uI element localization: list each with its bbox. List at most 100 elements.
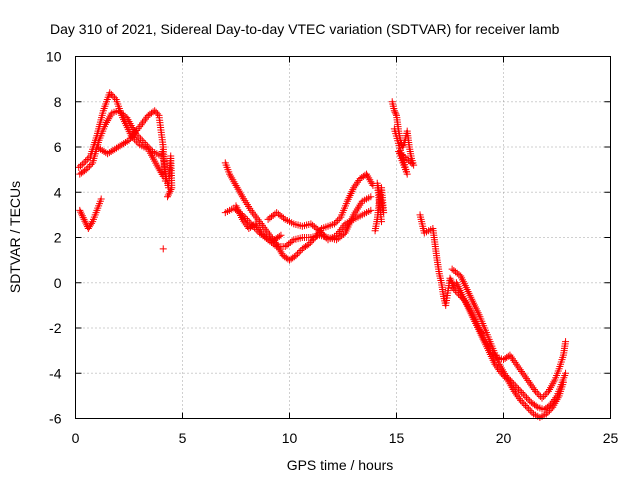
data-point-marker xyxy=(547,405,555,413)
data-point-marker xyxy=(521,373,529,381)
data-point-marker xyxy=(448,283,456,291)
data-point-marker xyxy=(521,392,529,400)
data-point-marker xyxy=(519,390,527,398)
data-point-marker xyxy=(511,358,519,366)
data-point-marker xyxy=(510,387,518,395)
data-point-marker xyxy=(538,394,546,402)
data-point-marker xyxy=(508,355,516,363)
data-point-marker xyxy=(532,387,540,395)
data-point-marker xyxy=(511,389,519,397)
data-point-marker xyxy=(77,208,85,216)
data-point-marker xyxy=(502,374,510,382)
data-point-marker xyxy=(250,221,258,229)
data-point-marker xyxy=(499,371,507,379)
data-point-marker xyxy=(492,362,500,370)
data-point-marker xyxy=(275,232,283,240)
data-point-marker xyxy=(87,161,95,169)
data-point-marker xyxy=(496,367,504,375)
data-point-marker xyxy=(507,353,515,361)
data-point-marker xyxy=(80,215,88,223)
data-point-marker xyxy=(523,375,531,383)
data-point-marker xyxy=(140,138,148,146)
data-point-marker xyxy=(121,138,129,146)
data-point-marker xyxy=(406,158,414,166)
data-point-marker xyxy=(524,395,532,403)
data-point-marker xyxy=(355,176,363,184)
data-point-marker xyxy=(138,137,146,145)
x-tick-label: 20 xyxy=(496,430,512,446)
tick-labels: 0 5 10 15 20 25 -6 -4 -2 0 2 4 6 8 10 xyxy=(46,49,619,447)
data-point-marker xyxy=(123,137,131,145)
data-point-marker xyxy=(96,145,104,153)
data-point-marker xyxy=(98,146,106,154)
data-point-marker xyxy=(120,140,128,148)
data-point-marker xyxy=(354,178,362,186)
data-point-marker xyxy=(105,149,113,157)
data-point-marker xyxy=(516,387,524,395)
data-point-marker xyxy=(515,395,523,403)
data-point-marker xyxy=(151,107,159,115)
y-tick-label: 10 xyxy=(46,49,62,65)
data-point-marker xyxy=(85,162,93,170)
data-point-marker xyxy=(514,393,522,401)
data-point-marker xyxy=(109,92,117,100)
data-point-marker xyxy=(533,389,541,397)
x-tick-label: 0 xyxy=(72,430,80,446)
data-point-marker xyxy=(494,364,502,372)
data-point-marker xyxy=(93,143,101,151)
data-point-marker xyxy=(294,250,302,258)
data-point-marker xyxy=(524,376,532,384)
data-point-marker xyxy=(352,180,360,188)
data-point-marker xyxy=(85,154,93,162)
data-point-marker xyxy=(280,214,288,222)
data-point-marker xyxy=(142,140,150,148)
data-point-marker xyxy=(491,360,499,368)
data-point-marker xyxy=(529,384,537,392)
data-point-marker xyxy=(562,369,570,377)
data-point-marker xyxy=(334,217,342,225)
data-point-marker xyxy=(544,408,552,416)
data-point-marker xyxy=(292,252,300,260)
data-point-marker xyxy=(81,217,89,225)
data-point-marker xyxy=(367,193,375,201)
data-point-marker xyxy=(111,145,119,153)
data-point-marker xyxy=(116,142,124,150)
data-point-marker xyxy=(251,220,259,228)
data-point-marker xyxy=(84,164,92,172)
data-point-marker xyxy=(159,245,167,253)
data-point-marker xyxy=(76,206,84,214)
data-point-marker xyxy=(405,157,413,165)
data-point-marker xyxy=(317,229,325,237)
data-point-marker xyxy=(145,144,153,152)
data-point-marker xyxy=(408,160,416,168)
data-point-marker xyxy=(168,184,176,192)
x-tick-label: 15 xyxy=(389,430,405,446)
y-tick-label: -4 xyxy=(49,365,62,381)
y-tick-label: 6 xyxy=(54,139,62,155)
data-point-marker xyxy=(562,338,570,346)
x-tick-label: 10 xyxy=(282,430,298,446)
data-point-marker xyxy=(512,360,520,368)
data-point-marker xyxy=(525,405,533,413)
data-point-marker xyxy=(106,89,114,97)
data-point-marker xyxy=(528,408,536,416)
data-point-marker xyxy=(80,159,88,167)
data-point-marker xyxy=(410,161,418,169)
data-point-marker xyxy=(501,373,509,381)
series-track-m xyxy=(416,211,458,309)
data-point-marker xyxy=(495,366,503,374)
y-tick-label: 0 xyxy=(54,275,62,291)
data-point-marker xyxy=(255,225,263,233)
data-point-marker xyxy=(530,386,538,394)
x-axis-label: GPS time / hours xyxy=(287,457,394,473)
data-point-marker xyxy=(114,143,122,151)
data-point-marker xyxy=(109,146,117,154)
data-point-marker xyxy=(403,155,411,163)
data-point-marker xyxy=(277,231,285,239)
data-point-marker xyxy=(241,219,249,227)
data-point-marker xyxy=(526,380,534,388)
data-point-marker xyxy=(82,166,90,174)
data-point-marker xyxy=(256,227,264,235)
data-point-marker xyxy=(107,90,115,98)
